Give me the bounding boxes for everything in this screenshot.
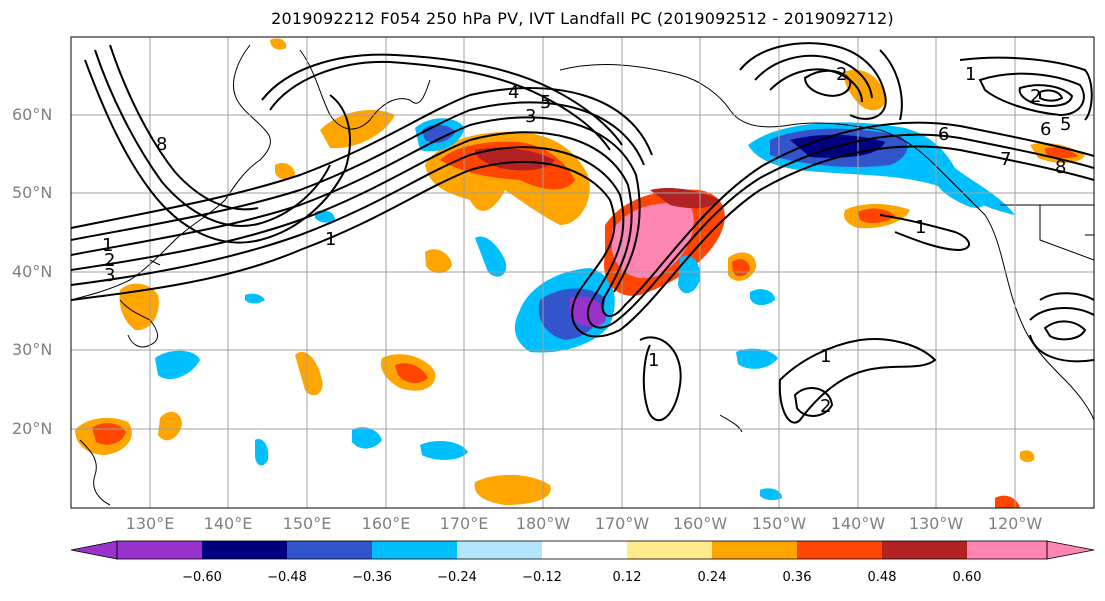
- colorbar-segment: [457, 541, 542, 559]
- coast-japan: [119, 299, 158, 348]
- contour-label: 6: [1040, 119, 1051, 140]
- contour-label: 1: [102, 235, 113, 256]
- lon-label: 120°W: [987, 514, 1043, 533]
- contour-label: 1: [820, 346, 831, 367]
- lat-label: 30°N: [12, 340, 53, 359]
- colorbar-tick-label: −0.48: [267, 570, 307, 585]
- contour-label: 5: [1060, 114, 1071, 135]
- colorbar-tick-label: −0.60: [182, 570, 222, 585]
- contour-label: 6: [938, 124, 949, 145]
- contour-label: 2: [836, 64, 847, 85]
- colorbar-tick-label: −0.24: [437, 570, 477, 585]
- colorbar-segment: [287, 541, 372, 559]
- lat-label: 60°N: [12, 105, 53, 124]
- coast-alaska: [559, 64, 941, 171]
- coast-kamchatka: [299, 49, 431, 130]
- colorbar-tick-label: 0.36: [782, 570, 812, 585]
- contour-label: 1: [915, 217, 926, 238]
- colorbar-segment: [542, 541, 627, 559]
- contour-label: 1: [648, 350, 659, 371]
- colorbar-segment: [117, 541, 202, 559]
- map-title: 2019092212 F054 250 hPa PV, IVT Landfall…: [271, 9, 894, 28]
- lon-label: 170°E: [439, 514, 489, 533]
- contour-label: 8: [1055, 157, 1066, 178]
- colorbar-tick-label: 0.24: [697, 570, 727, 585]
- contour-label: 5: [540, 92, 551, 113]
- lon-label: 130°E: [125, 514, 175, 533]
- colorbar-tick-label: 0.12: [612, 570, 642, 585]
- lon-label: 170°W: [594, 514, 650, 533]
- colorbar-extend-left: [70, 540, 118, 560]
- map-frame: [70, 36, 1095, 509]
- lat-label: 20°N: [12, 419, 53, 438]
- lon-label: 130°W: [908, 514, 964, 533]
- colorbar-extend-right: [1046, 540, 1095, 560]
- colorbar-segment: [797, 541, 882, 559]
- graticule: [71, 37, 1094, 508]
- colorbar-tick-label: −0.12: [522, 570, 562, 585]
- contour-label: 2: [104, 250, 115, 271]
- lon-label: 150°W: [751, 514, 807, 533]
- ivt-shading: [75, 38, 1085, 508]
- colorbar-segment: [202, 541, 287, 559]
- pv-contours: [71, 42, 1094, 424]
- contour-labels: 1 2 3 8 4 5 3 1 1 2 1 2 6 5 7 8 6 2 1 1: [102, 64, 1071, 417]
- lon-label: 160°E: [361, 514, 411, 533]
- lon-label: 140°W: [830, 514, 886, 533]
- colorbar-tick-label: −0.36: [352, 570, 392, 585]
- lat-label: 50°N: [12, 183, 53, 202]
- colorbar-segment: [882, 541, 967, 559]
- contour-label: 4: [508, 82, 519, 103]
- colorbar: [70, 540, 1095, 560]
- lat-label: 40°N: [12, 262, 53, 281]
- contour-label: 2: [820, 396, 831, 417]
- contour-label: 1: [325, 229, 336, 250]
- colorbar-segment: [967, 541, 1047, 559]
- lon-label: 150°E: [282, 514, 332, 533]
- contour-label: 8: [156, 134, 167, 155]
- contour-label: 2: [1030, 86, 1041, 107]
- shade-pos-japan: [119, 283, 159, 331]
- colorbar-segment: [627, 541, 712, 559]
- lon-label: 140°E: [203, 514, 253, 533]
- contour-label: 3: [525, 106, 536, 127]
- lon-label: 160°W: [672, 514, 728, 533]
- lon-label: 180°W: [515, 514, 571, 533]
- colorbar-segment: [712, 541, 797, 559]
- colorbar-segment: [372, 541, 457, 559]
- colorbar-tick-label: 0.48: [867, 570, 897, 585]
- contour-label: 7: [1000, 149, 1011, 170]
- coast-nw-america: [939, 169, 1094, 421]
- contour-label: 1: [965, 64, 976, 85]
- colorbar-tick-label: 0.60: [952, 570, 982, 585]
- contour-label: 3: [104, 265, 115, 286]
